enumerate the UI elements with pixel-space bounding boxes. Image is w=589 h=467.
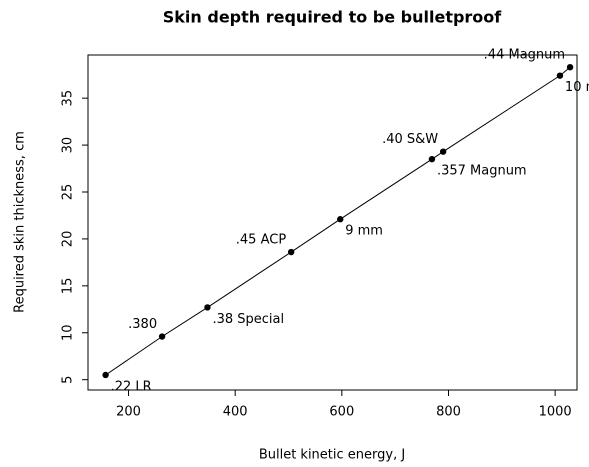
- y-tick-label: 20: [61, 231, 76, 248]
- chart-title: Skin depth required to be bulletproof: [163, 8, 503, 27]
- y-axis-label: Required skin thickness, cm: [13, 131, 28, 313]
- point: [204, 304, 211, 311]
- y-tick-label: 25: [61, 184, 76, 201]
- point-label: .22 LR: [111, 379, 152, 394]
- point: [158, 333, 166, 340]
- point-label: 9 mm: [345, 224, 383, 239]
- point-label: .44 Magnum: [484, 48, 565, 63]
- x-tick-label: 400: [223, 405, 248, 420]
- y-tick-label: 5: [61, 376, 76, 384]
- point-label: 10 mm: [565, 80, 589, 95]
- y-tick-label: 35: [61, 90, 76, 107]
- point-label: .40 S&W: [382, 132, 438, 147]
- x-tick-label: 800: [436, 405, 461, 420]
- point-label: .45 ACP: [236, 233, 287, 248]
- point: [287, 248, 295, 256]
- x-axis-label: Bullet kinetic energy, J: [259, 448, 405, 463]
- point: [102, 371, 109, 379]
- point: [439, 148, 447, 155]
- x-tick-label: 1000: [539, 405, 572, 420]
- point-label: .357 Magnum: [437, 164, 527, 179]
- y-tick-label: 10: [61, 324, 76, 341]
- y-tick-label: 30: [61, 137, 76, 154]
- point-label: .38 Special: [212, 312, 284, 327]
- point: [337, 216, 344, 223]
- x-tick-label: 600: [329, 405, 354, 420]
- x-tick-label: 200: [116, 405, 141, 420]
- point: [428, 155, 436, 163]
- plot-frame: [87, 54, 578, 391]
- point: [566, 63, 574, 71]
- point: [556, 72, 564, 79]
- point-label: .380: [128, 317, 157, 332]
- y-tick-label: 15: [61, 278, 76, 295]
